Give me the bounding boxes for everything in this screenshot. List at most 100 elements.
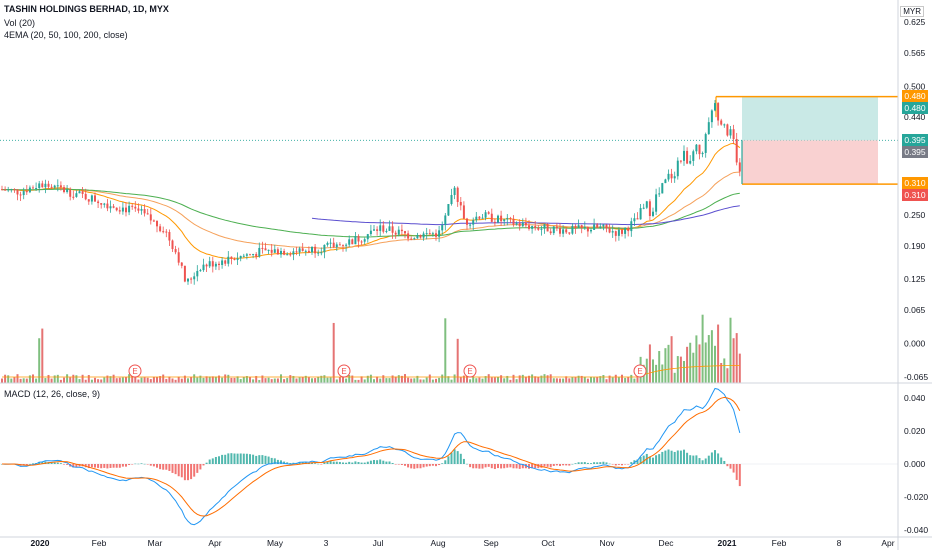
macd-histogram-bar — [524, 464, 527, 469]
macd-histogram-bar — [146, 464, 149, 465]
candle-body — [286, 254, 289, 256]
volume-bar — [32, 374, 34, 383]
macd-histogram-bar — [484, 464, 487, 468]
volume-bar — [490, 377, 493, 383]
macd-histogram-bar — [314, 463, 317, 464]
candle-body — [559, 228, 561, 234]
macd-histogram-bar — [580, 462, 583, 464]
volume-bar — [345, 378, 348, 383]
volume-bar — [652, 359, 654, 383]
macd-histogram-bar — [242, 453, 245, 464]
candle-body — [648, 201, 651, 216]
candle-body — [732, 129, 735, 140]
candle-body — [103, 203, 106, 205]
candle-body — [627, 228, 630, 232]
macd-histogram-bar — [630, 462, 633, 464]
candle-body — [121, 207, 124, 212]
candle-body — [50, 186, 53, 188]
candle-body — [69, 189, 72, 197]
volume-bar — [568, 378, 571, 383]
volume-bar — [462, 375, 465, 383]
volume-bar — [59, 379, 62, 383]
candle-body — [211, 261, 214, 267]
macd-histogram-bar — [683, 449, 685, 464]
candle-body — [38, 183, 41, 188]
candle-body — [580, 225, 583, 228]
volume-bar — [636, 377, 639, 383]
volume-bar — [394, 376, 397, 383]
currency-label[interactable]: MYR — [900, 6, 924, 17]
candle-body — [56, 185, 59, 187]
macd-tick-label: -0.040 — [904, 525, 928, 535]
candle-body — [639, 208, 642, 220]
candle-body — [425, 233, 428, 235]
volume-bar — [419, 379, 422, 383]
volume-bar — [190, 377, 193, 383]
candle-body — [283, 250, 286, 255]
volume-bar — [307, 377, 310, 383]
macd-histogram-bar — [714, 450, 716, 464]
volume-bar — [81, 374, 84, 383]
volume-bar — [301, 377, 304, 383]
volume-bar — [441, 374, 444, 383]
candle-body — [32, 187, 34, 189]
macd-histogram-bar — [531, 464, 534, 469]
candle-body — [621, 229, 623, 234]
macd-histogram-bar — [565, 464, 568, 466]
macd-tick-label: 0.020 — [904, 426, 926, 436]
candle-body — [47, 183, 50, 187]
time-tick-label: 8 — [837, 538, 842, 548]
macd-histogram-bar — [642, 455, 645, 464]
candle-body — [729, 129, 732, 136]
volume-bar — [162, 374, 165, 383]
volume-bar — [249, 377, 251, 383]
volume-bar — [583, 376, 586, 383]
position-tool[interactable] — [715, 95, 898, 185]
macd-histogram-bar — [422, 464, 425, 468]
candle-body — [655, 194, 658, 212]
volume-bar — [531, 374, 534, 383]
volume-bar — [115, 378, 118, 383]
volume-bar — [481, 378, 484, 383]
candle-body — [125, 207, 127, 213]
volume-bar — [261, 375, 264, 383]
macd-histogram-bar — [652, 457, 654, 464]
macd-histogram-bar — [283, 461, 286, 464]
macd-histogram-bar — [258, 455, 261, 464]
volume-bar — [25, 378, 28, 383]
candle-body — [704, 134, 707, 153]
volume-bar — [723, 358, 726, 383]
volume-bar — [385, 378, 388, 383]
candle-body — [391, 226, 394, 233]
macd-histogram-bar — [100, 464, 103, 469]
volume-bar — [211, 376, 214, 383]
macd-histogram-bar — [273, 458, 276, 464]
volume-bar — [13, 377, 16, 383]
candle-body — [314, 246, 317, 254]
macd-histogram-bar — [435, 464, 437, 467]
macd-histogram-bar — [221, 454, 224, 464]
macd-histogram-bar — [509, 464, 512, 468]
macd-histogram-bar — [453, 449, 456, 464]
macd-histogram-bar — [559, 464, 561, 466]
volume-bar — [559, 378, 561, 383]
candle-body — [518, 223, 521, 227]
price-tick-label: -0.065 — [904, 372, 928, 382]
volume-bar — [466, 375, 468, 383]
volume-bar — [199, 375, 202, 383]
candle-body — [304, 250, 307, 252]
macd-histogram-bar — [354, 461, 357, 464]
volume-bar — [720, 362, 723, 383]
macd-histogram-bar — [32, 463, 34, 464]
candle-body — [608, 228, 611, 233]
candle-body — [218, 263, 220, 265]
volume-bar — [28, 375, 31, 383]
macd-histogram-bar — [38, 461, 41, 464]
candle-body — [614, 231, 617, 236]
macd-histogram-bar — [583, 462, 586, 464]
volume-bar — [314, 378, 317, 383]
macd-histogram-bar — [695, 455, 698, 464]
volume-bar — [447, 376, 450, 383]
macd-histogram-bar — [552, 464, 555, 467]
